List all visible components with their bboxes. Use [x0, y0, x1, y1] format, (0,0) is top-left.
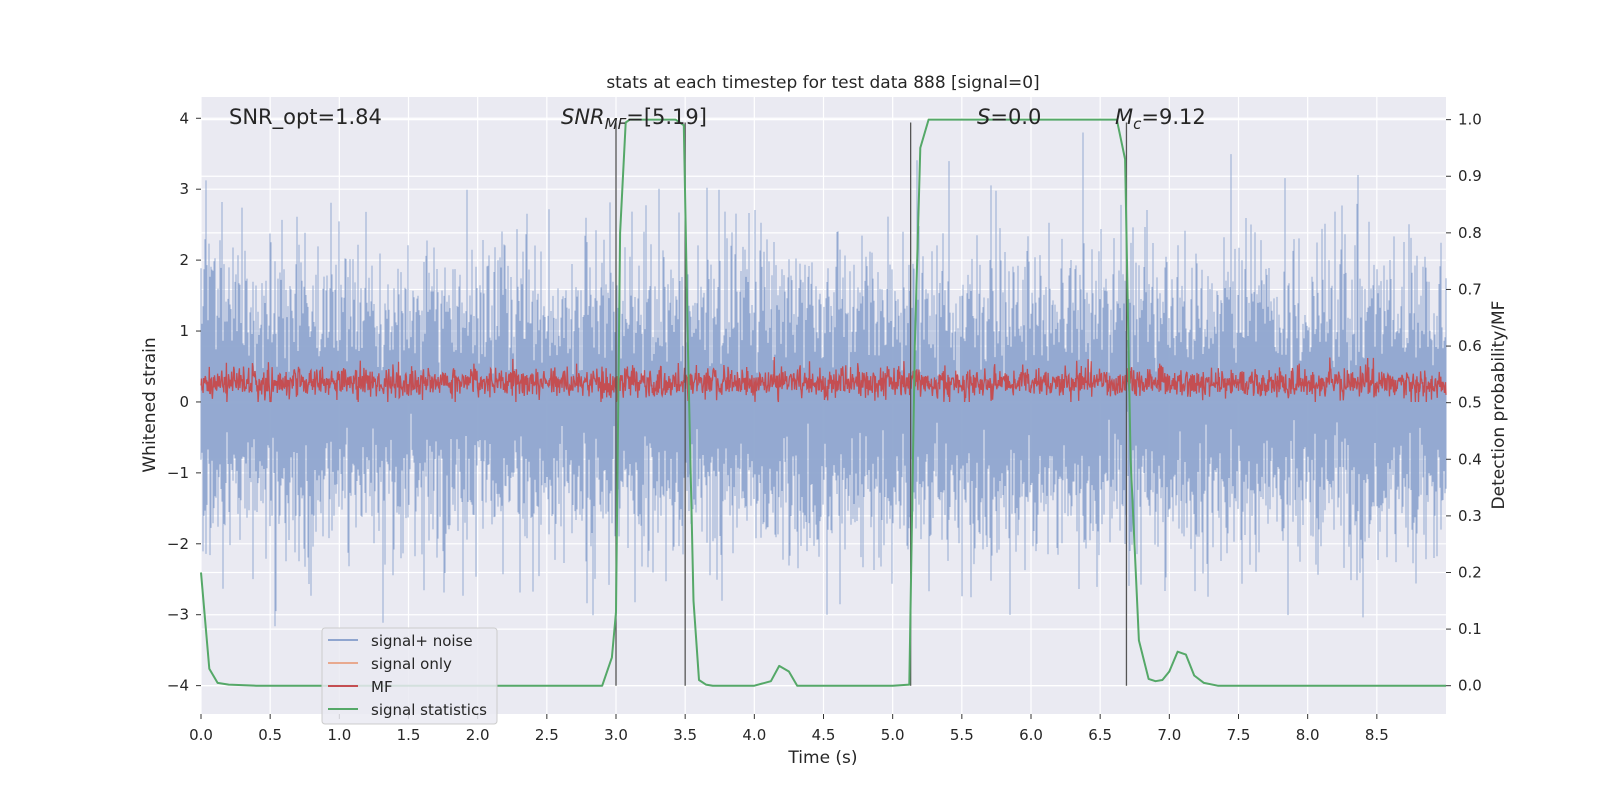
- y2-tick-label: 0.3: [1458, 507, 1482, 525]
- signal-statistics-series: [200, 118, 1446, 687]
- x-axis-ticks: 0.0 0.5 1.0 1.5 2.0 2.5 3.0 3.5 4.0 4.5 5.0 5.5 6.0 6…: [189, 714, 1389, 744]
- chart-title: stats at each timestep for test data 888…: [606, 73, 1039, 93]
- annotation-mc-symbol: M: [1115, 105, 1133, 129]
- signal-statistics-line: [200, 118, 1446, 687]
- annotation-snr-mf-subscript: MF: [605, 115, 627, 133]
- x-tick-label: 1.0: [327, 726, 351, 744]
- mf-trace: [200, 356, 1447, 403]
- y2-tick-label: 0.1: [1458, 620, 1482, 638]
- x-tick-label: 3.5: [673, 726, 697, 744]
- x-tick-label: 4.5: [812, 726, 836, 744]
- annotation-s-value: =0.0: [990, 105, 1041, 129]
- x-tick-label: 2.0: [466, 726, 490, 744]
- y-tick-label: −4: [167, 677, 189, 695]
- x-tick-label: 1.5: [397, 726, 421, 744]
- legend-box: [321, 627, 498, 725]
- annotation-mc-subscript: c: [1133, 115, 1142, 133]
- annotation-s: S=0.0: [977, 105, 1041, 129]
- y2-tick-label: 0.2: [1458, 563, 1482, 581]
- x-tick-label: 8.5: [1365, 726, 1389, 744]
- x-tick-label: 6.5: [1088, 726, 1112, 744]
- annotation-snr-mf-value: =[5.19]: [626, 105, 707, 129]
- annotation-mc: Mc=9.12: [1115, 105, 1206, 133]
- x-tick-label: 5.5: [950, 726, 974, 744]
- x-tick-label: 2.5: [535, 726, 559, 744]
- x-tick-label: 6.0: [1019, 726, 1043, 744]
- legend: signal+ noise signal only MF signal stat…: [321, 627, 498, 725]
- x-tick-label: 7.5: [1227, 726, 1251, 744]
- y-tick-label: −3: [167, 606, 189, 624]
- legend-label-mf: MF: [371, 678, 393, 696]
- y-axis-label: Whitened strain: [140, 337, 160, 472]
- annotation-mc-value: =9.12: [1141, 105, 1205, 129]
- y2-tick-label: 0.7: [1458, 280, 1482, 298]
- legend-label-signal-statistics: signal statistics: [371, 701, 487, 719]
- y-tick-label: 0: [179, 393, 189, 411]
- x-tick-label: 0.0: [189, 726, 213, 744]
- y2-axis-ticks: 1.0 0.9 0.8 0.7 0.6 0.5 0.4 0.3 0.2 0.1 0.0: [1446, 111, 1482, 695]
- y2-tick-label: 0.8: [1458, 224, 1482, 242]
- x-tick-label: 0.5: [258, 726, 282, 744]
- y2-tick-label: 0.4: [1458, 450, 1482, 468]
- y2-axis-label: Detection probability/MF: [1489, 301, 1509, 510]
- y2-tick-label: 0.9: [1458, 167, 1482, 185]
- x-tick-label: 5.0: [881, 726, 905, 744]
- x-tick-label: 3.0: [604, 726, 628, 744]
- y-tick-label: −2: [167, 535, 189, 553]
- y-tick-label: 2: [179, 251, 189, 269]
- y2-tick-label: 1.0: [1458, 111, 1482, 129]
- annotation-s-symbol: S: [977, 105, 990, 129]
- legend-label-signal-noise: signal+ noise: [371, 632, 473, 650]
- x-axis-label: Time (s): [787, 748, 857, 768]
- y-tick-label: 3: [179, 180, 189, 198]
- x-tick-label: 7.0: [1157, 726, 1181, 744]
- y2-tick-label: 0.6: [1458, 337, 1482, 355]
- mf-series: [200, 356, 1447, 403]
- annotation-snr-opt: SNR_opt=1.84: [229, 105, 382, 130]
- y-tick-label: 1: [179, 322, 189, 340]
- y-axis-ticks: 4 3 2 1 0 −1 −2 −3 −4: [167, 109, 201, 695]
- y-tick-label: 4: [179, 109, 189, 127]
- x-tick-label: 4.0: [742, 726, 766, 744]
- annotation-snr-mf-symbol: SNR: [561, 105, 605, 129]
- annotation-snr-mf: SNRMF=[5.19]: [561, 105, 707, 133]
- y2-tick-label: 0.5: [1458, 394, 1482, 412]
- y-tick-label: −1: [167, 464, 189, 482]
- legend-label-signal-only: signal only: [371, 655, 452, 673]
- y2-tick-label: 0.0: [1458, 677, 1482, 695]
- x-tick-label: 8.0: [1296, 726, 1320, 744]
